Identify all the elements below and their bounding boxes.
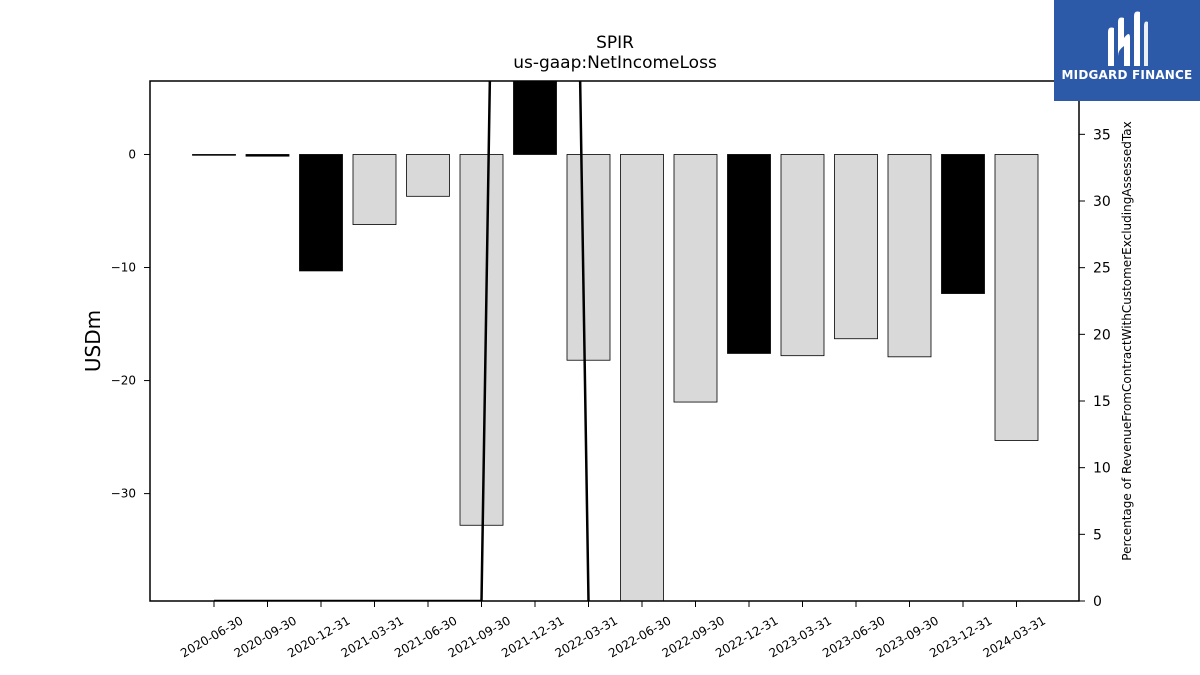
y2-tick-label: 20: [1093, 327, 1111, 343]
y2-tick-label: 0: [1093, 594, 1102, 610]
bar-2020-09-30: [245, 154, 290, 157]
bar-2021-09-30: [459, 154, 504, 526]
y2-tick-label: 30: [1093, 194, 1111, 210]
bar-2022-09-30: [673, 154, 718, 403]
y-axis-label: USDm: [81, 310, 105, 372]
bar-2021-03-31: [352, 154, 397, 225]
bar-2020-06-30: [192, 154, 236, 156]
bar-2024-03-31: [994, 154, 1039, 441]
bar-2022-12-31: [727, 154, 771, 354]
y-tick-label: 0: [128, 147, 136, 161]
y2-axis-label: Percentage of RevenueFromContractWithCus…: [1120, 121, 1134, 560]
bar-2021-12-31: [513, 81, 557, 155]
plot-frame: [149, 80, 1080, 602]
y2-tick-label: 5: [1093, 527, 1102, 543]
midgard-finance-logo: MIDGARD FINANCE: [1054, 0, 1200, 101]
bar-2022-03-31: [566, 154, 611, 361]
y-tick-label: −30: [111, 487, 136, 501]
bar-2023-06-30: [834, 154, 878, 340]
y2-tick-label: 10: [1093, 461, 1111, 477]
y2-tick-label: 15: [1093, 394, 1111, 410]
logo-text: MIDGARD FINANCE: [1061, 68, 1193, 82]
bar-2023-12-31: [941, 154, 985, 294]
y-tick-label: −20: [111, 374, 136, 388]
y2-tick-label: 25: [1093, 261, 1111, 277]
bar-2022-06-30: [620, 154, 664, 601]
y-tick-label: −10: [111, 261, 136, 275]
bar-2021-06-30: [406, 154, 450, 197]
y2-tick-label: 35: [1093, 127, 1111, 143]
midgard-logo-icon: [1108, 11, 1148, 66]
chart-title: SPIR: [596, 33, 634, 53]
bar-2020-12-31: [299, 154, 343, 272]
chart-subtitle: us-gaap:NetIncomeLoss: [513, 53, 717, 73]
bar-2023-03-31: [780, 154, 825, 357]
bar-2023-09-30: [887, 154, 932, 358]
